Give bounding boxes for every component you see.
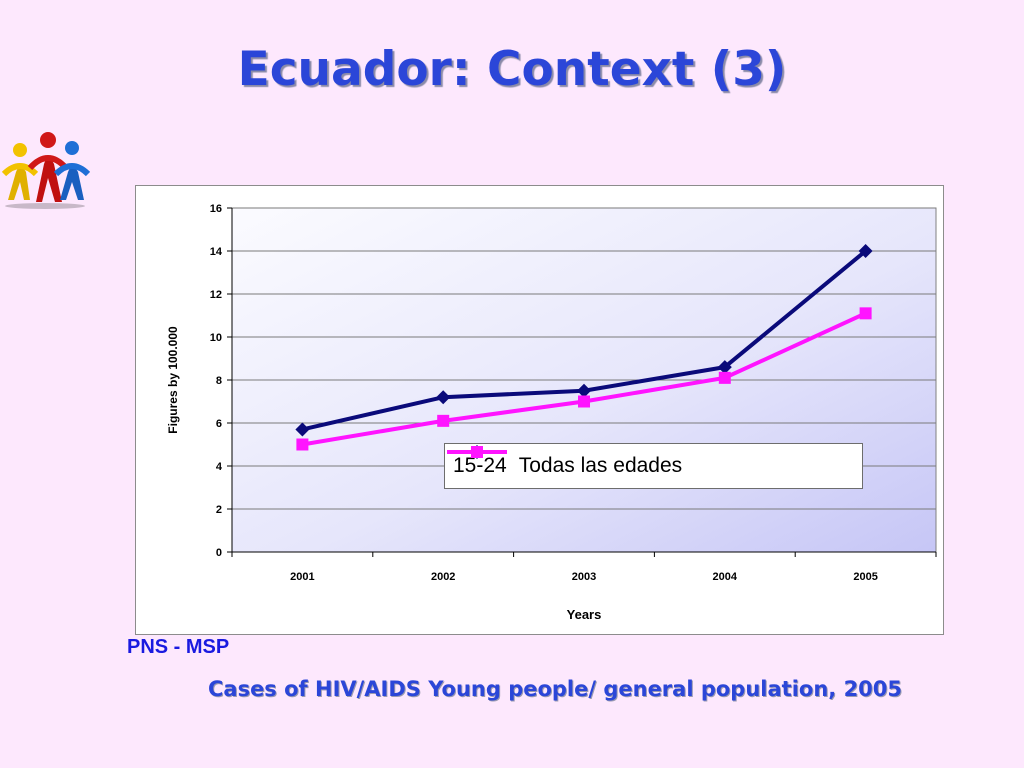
square-marker-icon bbox=[447, 446, 507, 458]
data-point-diamond bbox=[858, 244, 873, 258]
ribbon-people-icon bbox=[1, 132, 91, 209]
x-axis-label: Years bbox=[567, 607, 602, 622]
legend-label: Todas las edades bbox=[518, 454, 683, 477]
y-tick-label: 16 bbox=[210, 203, 222, 215]
series-layer bbox=[295, 244, 873, 451]
y-tick-label: 8 bbox=[216, 375, 222, 387]
data-point-diamond bbox=[577, 383, 591, 398]
data-point-square bbox=[859, 307, 872, 320]
y-axis-label: Figures by 100.000 bbox=[166, 326, 180, 434]
axes bbox=[227, 207, 937, 557]
chart-frame: 0 2 4 6 8 10 12 14 16 2001 2002 2003 2004 2005 Years… bbox=[135, 185, 944, 635]
data-point-square bbox=[296, 438, 309, 451]
y-tick-label: 0 bbox=[216, 547, 222, 559]
chart-legend: 15-24 Todas las edades bbox=[444, 443, 863, 489]
data-point-square bbox=[437, 414, 450, 427]
slide-title: Ecuador: Context (3) bbox=[237, 42, 787, 97]
y-tick-label: 2 bbox=[216, 504, 222, 516]
y-tick-label: 6 bbox=[216, 418, 222, 430]
line-chart: 0 2 4 6 8 10 12 14 16 2001 2002 2003 2004 2005 Years… bbox=[166, 203, 937, 622]
y-tick-label: 4 bbox=[216, 461, 223, 473]
source-label: PNS - MSP bbox=[127, 636, 230, 658]
logo bbox=[0, 128, 91, 210]
legend-item-todas: Todas las edades bbox=[447, 446, 683, 478]
x-tick-label: 2002 bbox=[431, 571, 455, 583]
x-tick-label: 2005 bbox=[853, 571, 877, 583]
x-tick-labels: 2001 2002 2003 2004 2005 bbox=[290, 571, 878, 583]
data-point-square bbox=[578, 395, 590, 408]
y-tick-label: 14 bbox=[210, 246, 223, 258]
x-tick-label: 2001 bbox=[290, 571, 314, 583]
x-tick-label: 2004 bbox=[713, 571, 738, 583]
data-point-square bbox=[718, 371, 731, 384]
y-tick-label: 12 bbox=[210, 289, 222, 301]
data-point-diamond bbox=[295, 422, 310, 437]
y-tick-label: 10 bbox=[210, 332, 222, 344]
data-point-diamond bbox=[436, 390, 451, 405]
data-point-diamond bbox=[717, 360, 732, 375]
legend-label: 15-24 bbox=[453, 454, 507, 477]
y-tick-labels: 0 2 4 6 8 10 12 14 16 bbox=[210, 203, 223, 559]
x-tick-label: 2003 bbox=[572, 571, 596, 583]
chart-caption: Cases of HIV/AIDS Young people/ general … bbox=[207, 677, 903, 701]
